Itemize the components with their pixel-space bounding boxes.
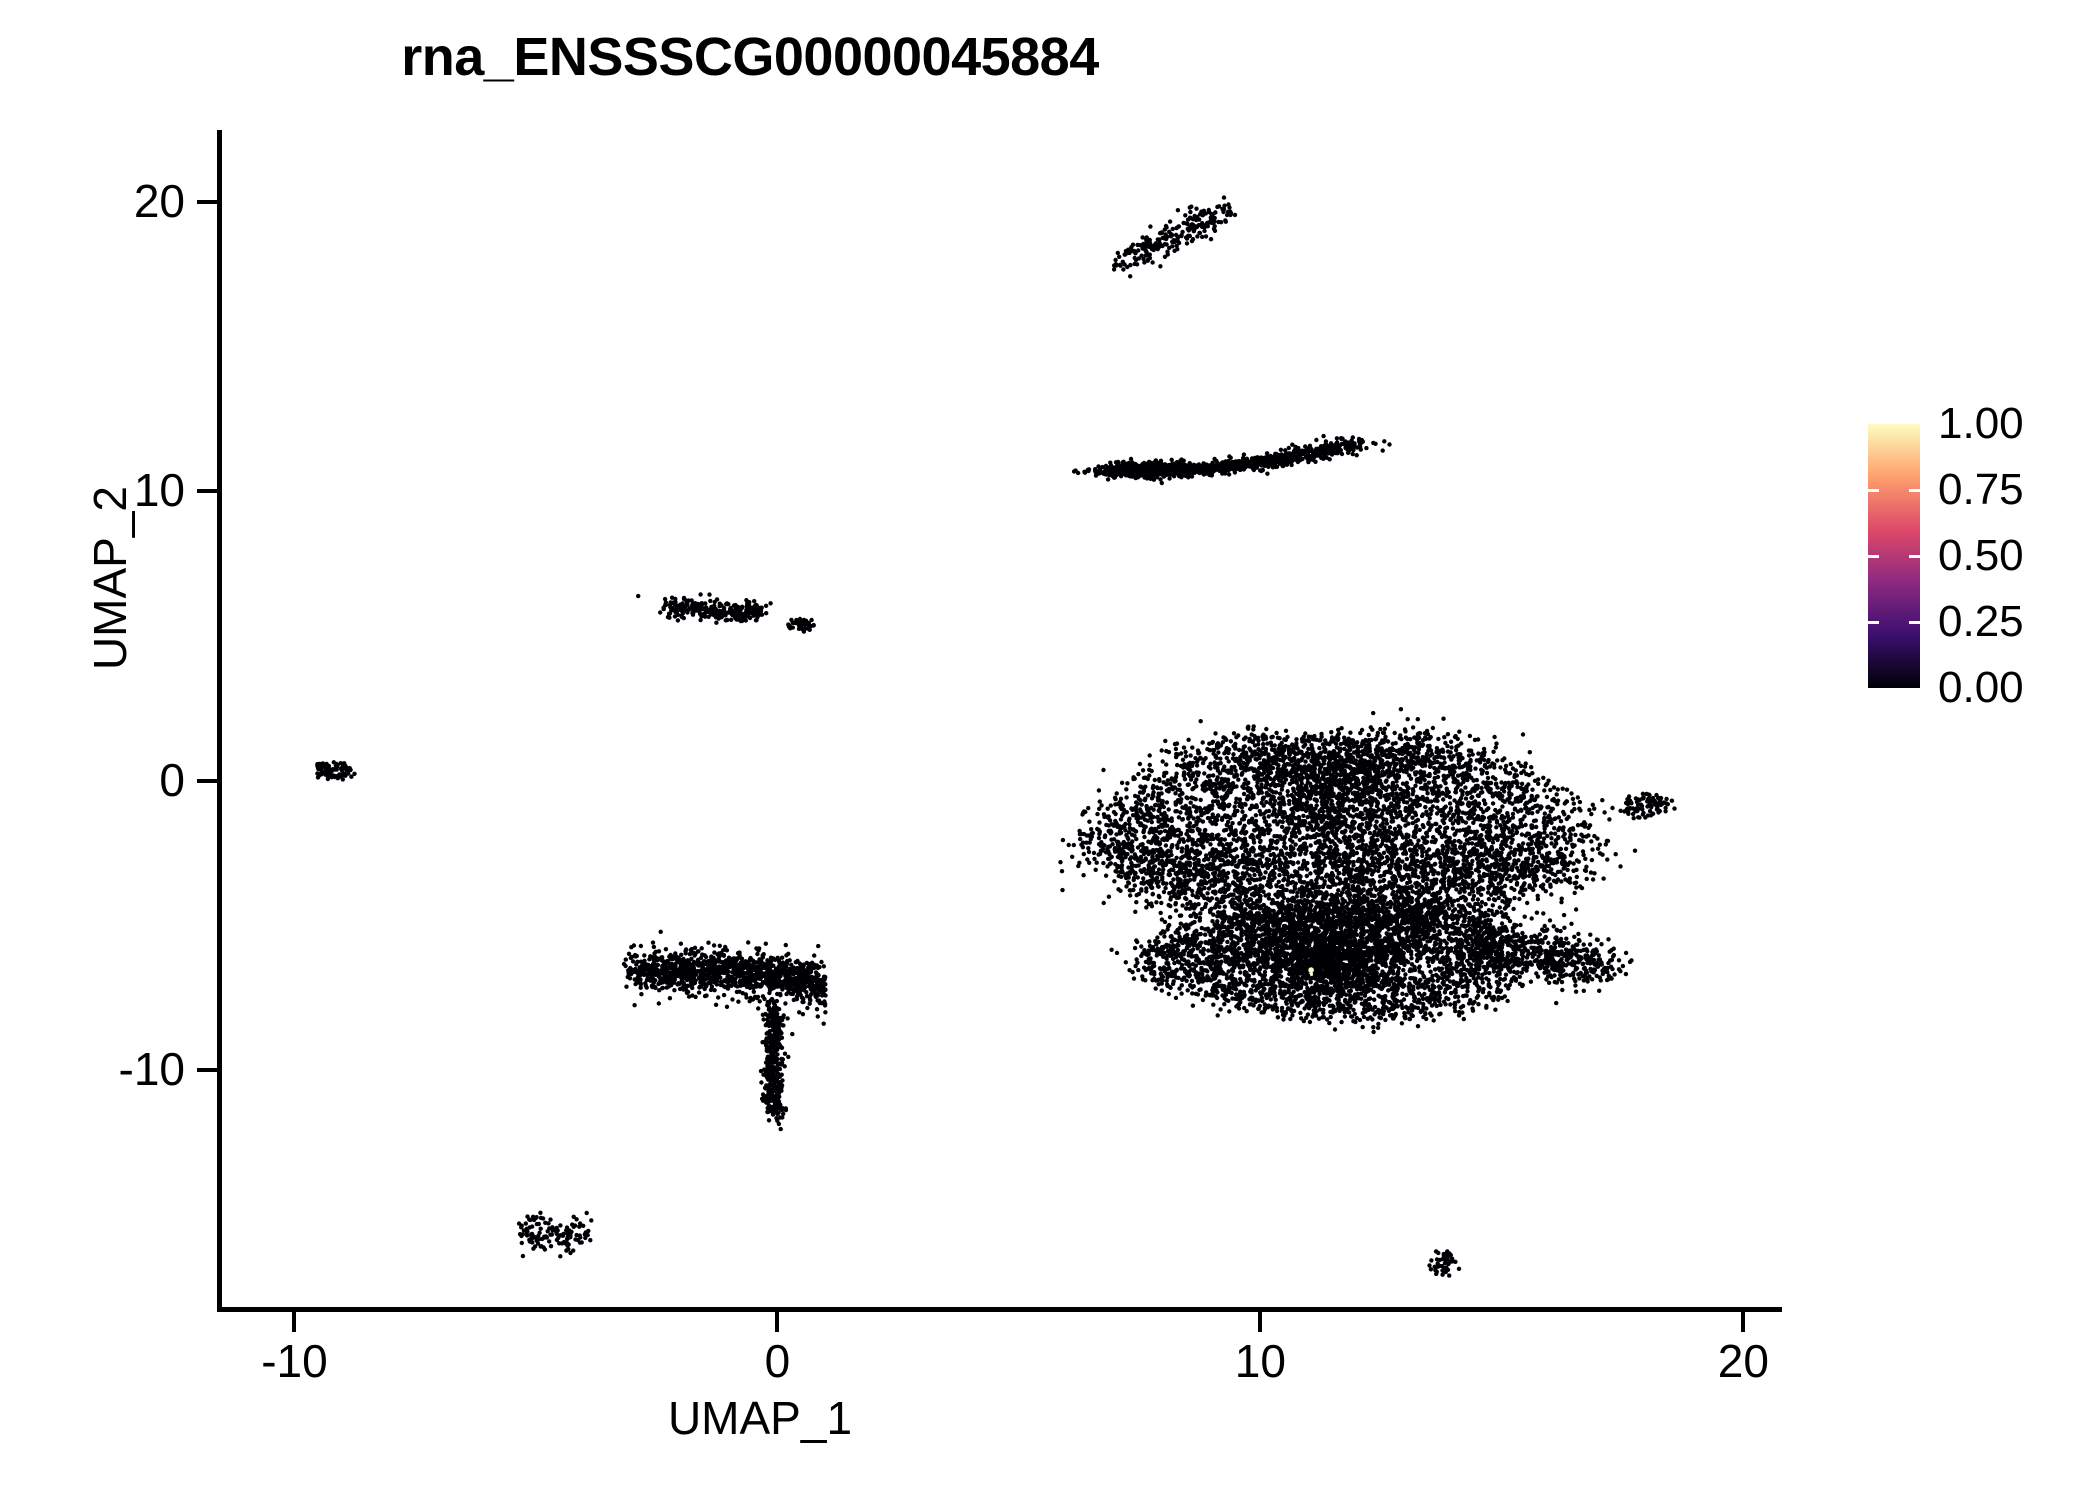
y-tick-mark [197, 778, 217, 783]
colorbar-tick [1868, 489, 1879, 492]
y-tick-label: 20 [133, 175, 185, 228]
x-tick-mark [775, 1312, 780, 1332]
y-tick-label: -10 [118, 1042, 185, 1095]
colorbar-tick [1909, 621, 1920, 624]
colorbar-tick [1909, 489, 1920, 492]
x-tick-label: 10 [1234, 1335, 1286, 1387]
page-title: rna_ENSSSCG00000045884 [401, 27, 1099, 87]
colorbar-tick-label: 0.25 [1938, 597, 2024, 646]
colorbar-tick [1868, 621, 1879, 624]
x-axis-title: UMAP_1 [667, 1392, 853, 1444]
colorbar-tick-label: 0.50 [1938, 531, 2024, 580]
colorbar-tick-label: 1.00 [1938, 399, 2024, 448]
y-tick-mark [197, 489, 217, 494]
y-axis-title-wrap: UMAP_2 [84, 178, 136, 978]
colorbar[interactable] [1868, 424, 1920, 688]
x-tick-mark [1741, 1312, 1746, 1332]
x-tick-mark [1258, 1312, 1263, 1332]
colorbar-legend[interactable]: 1.00 0.75 0.50 0.25 0.00 [1868, 402, 2088, 710]
y-axis-title: UMAP_2 [84, 485, 136, 671]
y-tick-mark [197, 200, 217, 205]
y-tick-label: 0 [159, 753, 185, 806]
y-axis-line [217, 130, 222, 1312]
x-tick-label: 0 [764, 1335, 791, 1387]
y-tick-label: 10 [133, 464, 185, 517]
x-axis-line [222, 1307, 1782, 1312]
colorbar-tick-label: 0.75 [1938, 465, 2024, 514]
colorbar-tick [1909, 555, 1920, 558]
x-tick-label: 20 [1717, 1335, 1769, 1387]
highlighted-point [1308, 967, 1314, 973]
y-tick-mark [197, 1067, 217, 1072]
x-tick-label: -10 [261, 1335, 328, 1387]
x-tick-mark [292, 1312, 297, 1332]
colorbar-tick [1868, 555, 1879, 558]
scatter-points-layer [315, 195, 1677, 1278]
colorbar-tick-label: 0.00 [1938, 663, 2024, 712]
scatter-plot-panel[interactable] [222, 130, 1782, 1307]
